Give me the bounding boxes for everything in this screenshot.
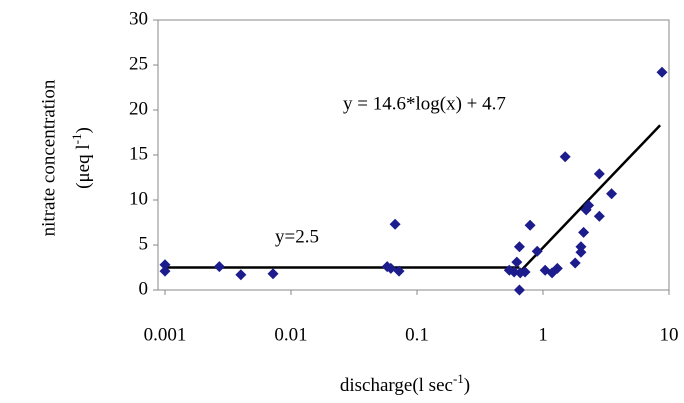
x-tick-label: 0.01 bbox=[274, 324, 307, 345]
y-tick-label: 25 bbox=[129, 53, 148, 74]
data-point bbox=[531, 245, 543, 257]
annotation: y=2.5 bbox=[275, 226, 319, 247]
data-point bbox=[569, 257, 581, 269]
plot-frame bbox=[157, 19, 670, 291]
x-tick-label: 1 bbox=[538, 324, 548, 345]
y-tick-label: 10 bbox=[129, 188, 148, 209]
data-point bbox=[583, 199, 595, 211]
y-axis-label: nitrate concentration bbox=[38, 79, 59, 236]
data-point bbox=[511, 256, 523, 268]
y-axis-label: (μeq l-1) bbox=[69, 127, 94, 189]
y-tick-label: 15 bbox=[129, 143, 148, 164]
data-point bbox=[575, 246, 587, 258]
data-point bbox=[524, 219, 536, 231]
y-tick-label: 30 bbox=[129, 8, 148, 29]
data-point bbox=[519, 266, 531, 278]
data-point bbox=[656, 66, 668, 78]
annotation: y = 14.6*log(x) + 4.7 bbox=[343, 93, 506, 114]
data-point bbox=[513, 241, 525, 253]
data-point bbox=[159, 259, 171, 271]
data-point bbox=[513, 284, 525, 296]
data-point bbox=[578, 226, 590, 238]
x-tick-label: 0.001 bbox=[144, 324, 187, 345]
data-point bbox=[551, 262, 563, 274]
data-point bbox=[235, 269, 247, 281]
data-point bbox=[593, 168, 605, 180]
data-point bbox=[393, 265, 405, 277]
y-tick-label: 20 bbox=[129, 98, 148, 119]
data-point bbox=[267, 268, 279, 280]
data-point bbox=[593, 210, 605, 222]
x-axis-label: discharge(l sec-1) bbox=[340, 371, 470, 396]
data-point bbox=[159, 265, 171, 277]
fit-line bbox=[518, 124, 662, 274]
data-point bbox=[606, 188, 618, 200]
y-tick-label: 5 bbox=[139, 233, 149, 254]
data-point bbox=[389, 218, 401, 230]
data-point bbox=[559, 151, 571, 163]
y-tick-label: 0 bbox=[139, 278, 149, 299]
x-tick-label: 0.1 bbox=[405, 324, 429, 345]
data-point bbox=[213, 261, 225, 273]
x-tick-label: 10 bbox=[660, 324, 679, 345]
